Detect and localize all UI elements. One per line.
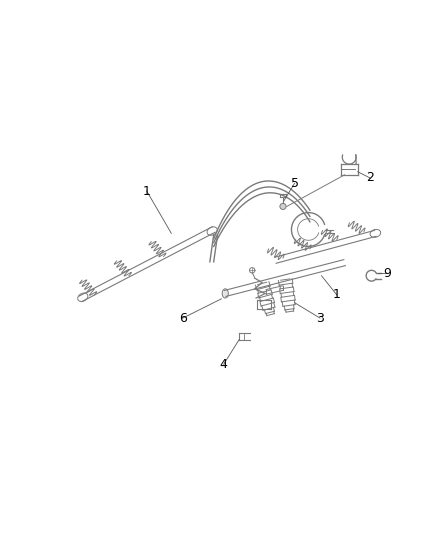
Text: 5: 5 — [290, 177, 299, 190]
Text: 1: 1 — [333, 288, 341, 302]
Text: 3: 3 — [316, 312, 324, 325]
Text: 9: 9 — [383, 267, 391, 280]
Ellipse shape — [222, 289, 228, 298]
Text: 6: 6 — [179, 312, 187, 325]
Text: 4: 4 — [220, 358, 228, 371]
Text: 2: 2 — [366, 172, 374, 184]
Text: 1: 1 — [143, 184, 151, 198]
Circle shape — [280, 203, 286, 209]
